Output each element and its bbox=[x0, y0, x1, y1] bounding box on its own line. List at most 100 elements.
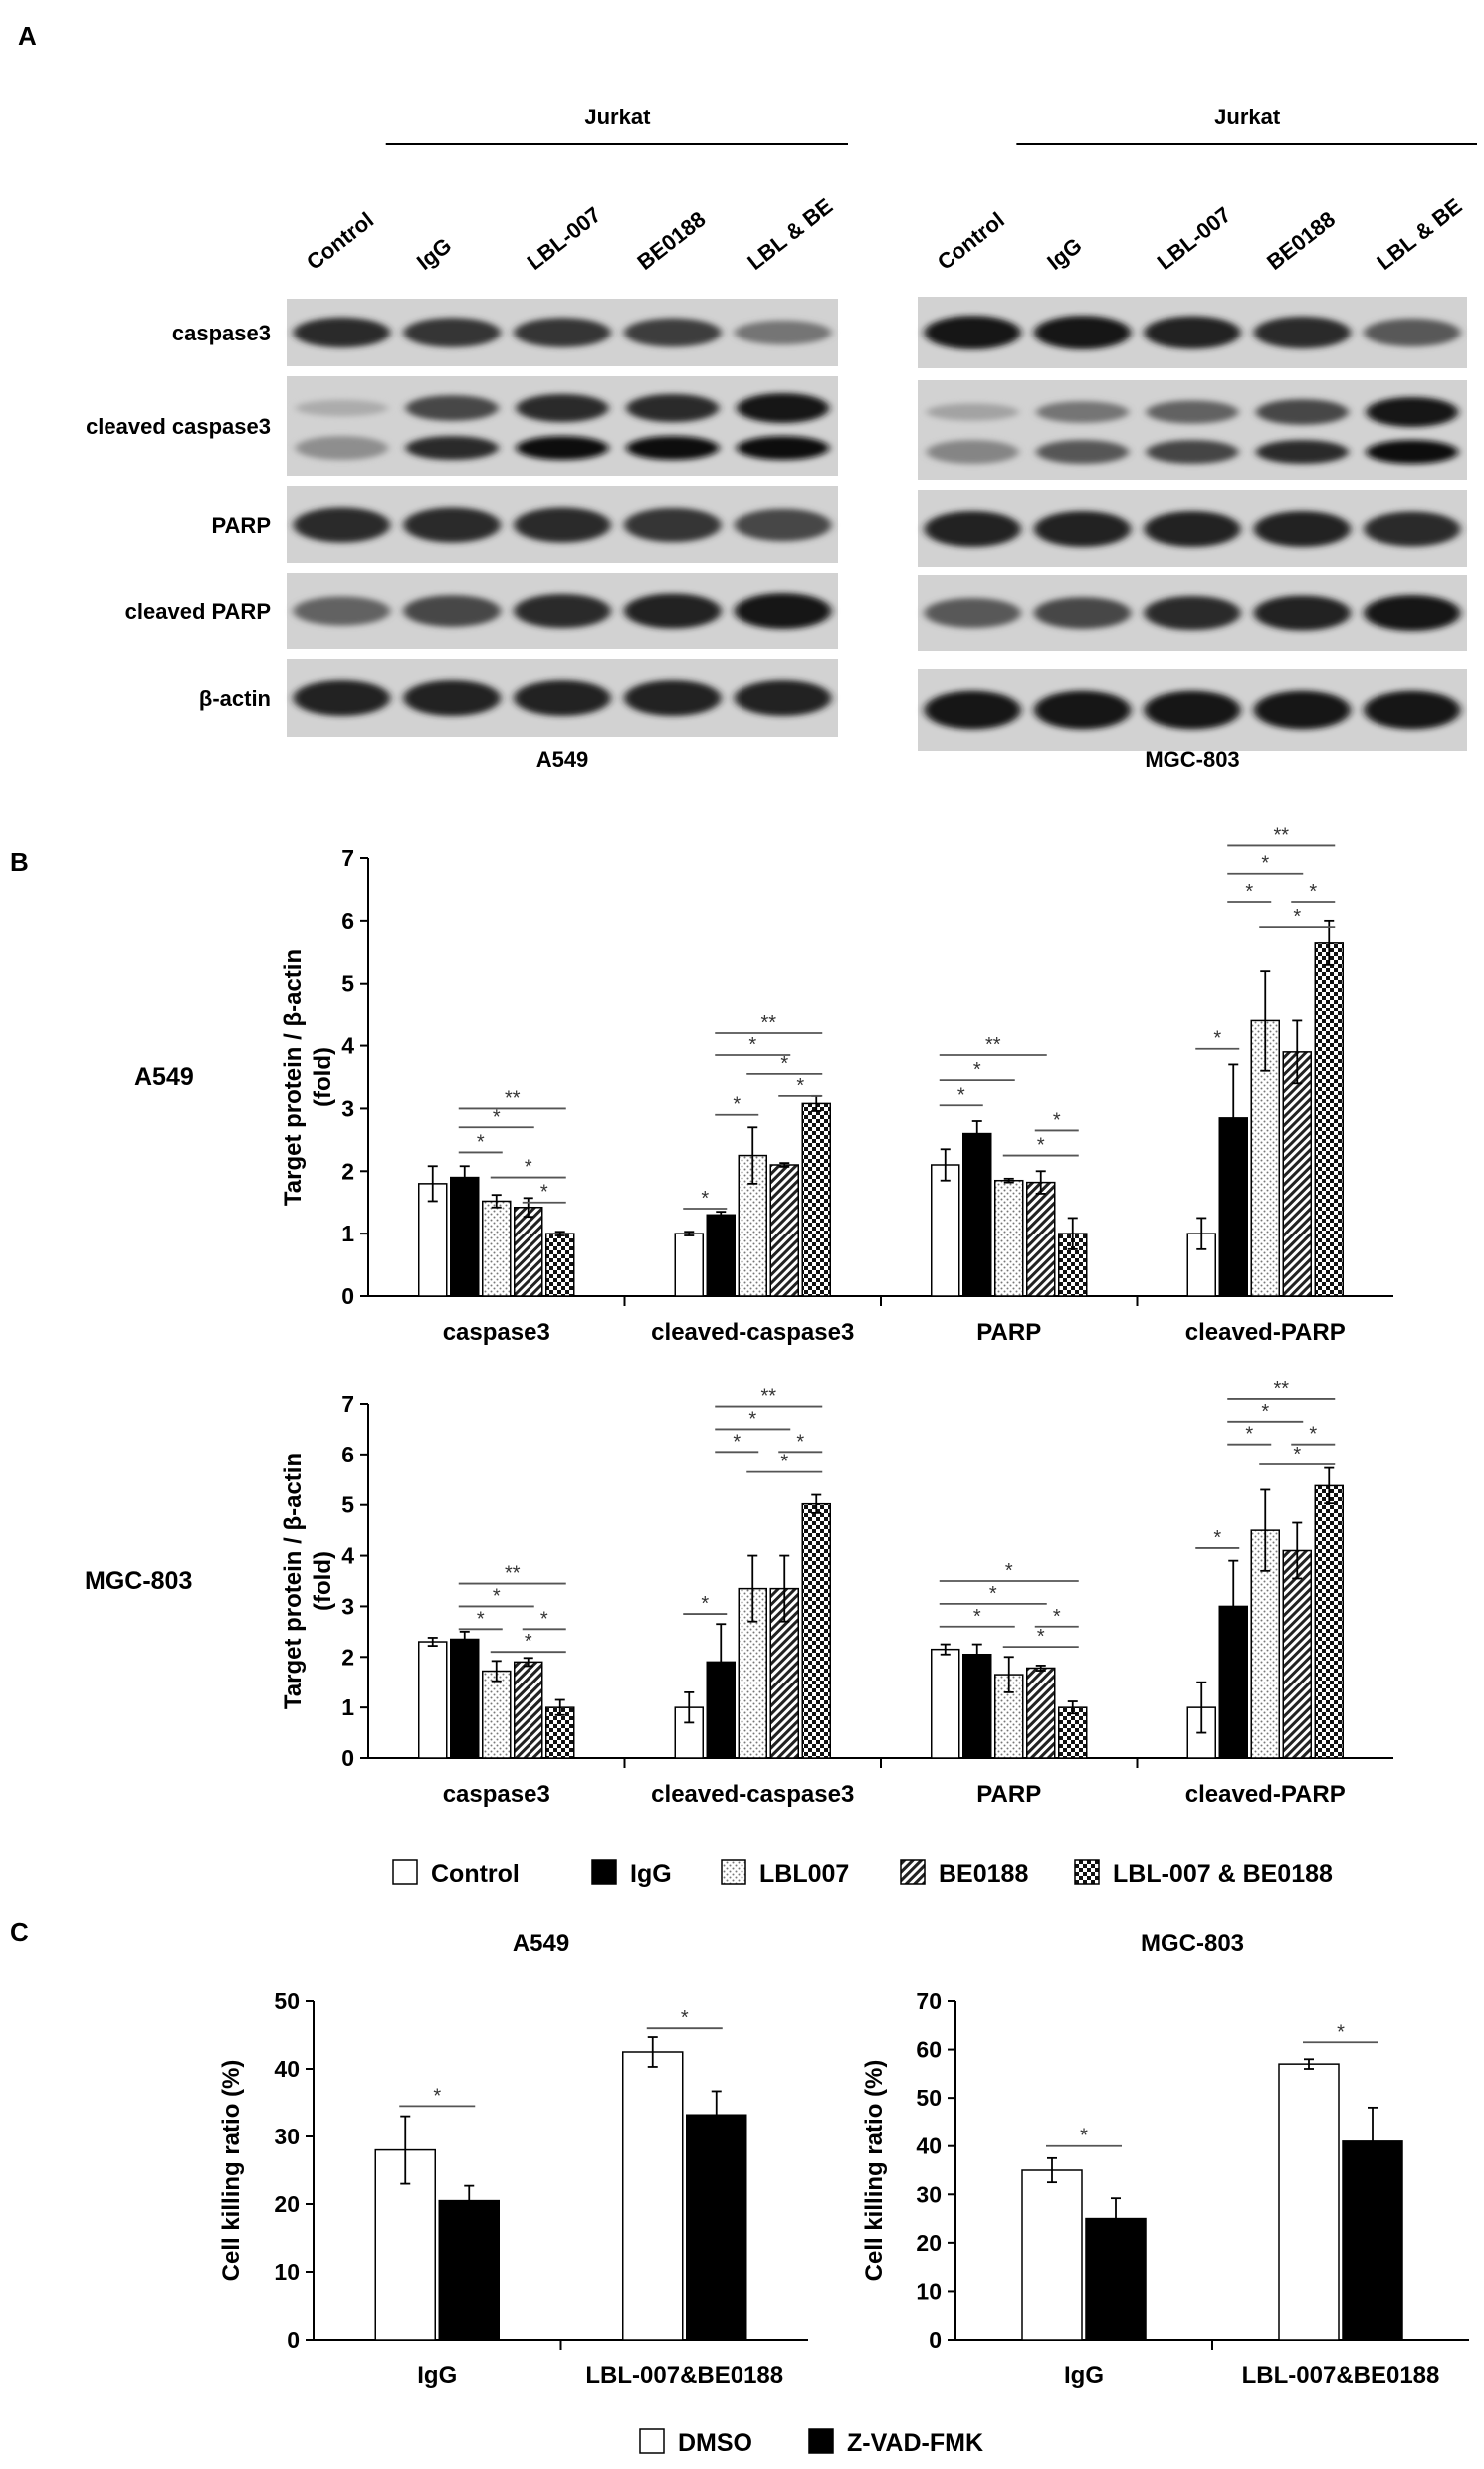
row-label: β-actin bbox=[199, 686, 271, 711]
bar-lbl-007-be0188 bbox=[1314, 942, 1344, 1297]
blot-cell-line-label: A549 bbox=[536, 747, 589, 772]
significance-label: * bbox=[540, 1182, 548, 1204]
lane-label: LBL-007 bbox=[523, 202, 606, 275]
band bbox=[403, 318, 501, 347]
jurkat-header: Jurkat bbox=[1214, 105, 1281, 129]
band bbox=[734, 679, 832, 717]
y-tick-label: 0 bbox=[929, 2327, 942, 2353]
row-label: cleaved PARP bbox=[125, 599, 271, 624]
band bbox=[1364, 511, 1461, 547]
y-axis-label-line: (fold) bbox=[310, 1047, 336, 1107]
y-axis-label-line: Target protein / β-actin bbox=[280, 949, 307, 1206]
bar-lbl-007-be0188 bbox=[801, 1102, 831, 1297]
bar-igg bbox=[450, 1638, 480, 1759]
band bbox=[1144, 316, 1241, 349]
chart-mgc803-cell-killing: 0 10 20 30 40 50 60 70 IgG LBL-007&BE0188 * * Cell k… bbox=[861, 1930, 1469, 2389]
lane-label: LBL-007 bbox=[1153, 202, 1236, 275]
bar-control bbox=[931, 1164, 960, 1297]
significance-label: * bbox=[701, 1593, 709, 1615]
significance-label: * bbox=[1261, 1401, 1269, 1423]
x-tick-label: IgG bbox=[1064, 2362, 1104, 2389]
significance-label: * bbox=[525, 1631, 532, 1653]
western-blot-a549: Jurkat Control IgG LBL-007 BE0188 LBL & BE cas… bbox=[86, 105, 848, 772]
significance-label: * bbox=[493, 1585, 501, 1607]
chart-a549-target-protein: 0 1 2 3 4 5 6 7 caspase3 cleaved-caspase3 PARP clea… bbox=[134, 824, 1393, 1346]
significance-label: * bbox=[1005, 1560, 1013, 1582]
bar-z-vad-fmk bbox=[438, 2199, 500, 2341]
significance-label: * bbox=[525, 1157, 532, 1179]
bar-lbl-007-be0188 bbox=[801, 1502, 831, 1759]
band bbox=[293, 596, 391, 626]
significance-label: * bbox=[477, 1608, 485, 1630]
lane-label: LBL & BE bbox=[1372, 193, 1466, 275]
band bbox=[516, 436, 609, 460]
band bbox=[624, 593, 722, 629]
y-tick-label: 70 bbox=[916, 1988, 942, 2014]
band bbox=[1034, 315, 1132, 350]
band bbox=[1364, 318, 1461, 347]
band bbox=[295, 399, 388, 417]
band bbox=[926, 403, 1019, 421]
y-tick-label: 2 bbox=[341, 1158, 354, 1184]
legend-label: DMSO bbox=[678, 2429, 752, 2457]
bar-be0188 bbox=[514, 1206, 543, 1297]
band bbox=[624, 318, 722, 347]
significance-label: * bbox=[477, 1131, 485, 1153]
western-blot-mgc803: Jurkat Control IgG LBL-007 BE0188 LBL & BE MGC… bbox=[918, 105, 1477, 772]
bar-lbl007 bbox=[482, 1670, 512, 1759]
legend-label: Control bbox=[431, 1860, 520, 1888]
significance-label: ** bbox=[760, 1386, 776, 1408]
y-tick-label: 3 bbox=[341, 1593, 354, 1619]
bar-dmso bbox=[622, 2051, 684, 2341]
band bbox=[514, 507, 611, 543]
band bbox=[293, 317, 391, 348]
significance-label: * bbox=[1245, 881, 1253, 903]
y-tick-label: 30 bbox=[274, 2124, 300, 2149]
y-tick-label: 6 bbox=[341, 1442, 354, 1467]
band bbox=[924, 510, 1021, 548]
band bbox=[293, 679, 391, 717]
significance-label: * bbox=[1309, 881, 1317, 903]
band bbox=[1253, 595, 1351, 631]
y-tick-label: 1 bbox=[341, 1221, 354, 1246]
significance-label: * bbox=[1293, 906, 1301, 928]
bar-dmso bbox=[1278, 2063, 1340, 2341]
significance-label: ** bbox=[985, 1034, 1001, 1056]
significance-label: * bbox=[748, 1408, 756, 1430]
band bbox=[1034, 597, 1132, 629]
significance-label: ** bbox=[505, 1563, 521, 1585]
row-label: caspase3 bbox=[172, 321, 271, 345]
x-tick-label: caspase3 bbox=[443, 1319, 550, 1346]
x-tick-label: cleaved-PARP bbox=[1185, 1319, 1346, 1346]
legend-panel-c: DMSO Z-VAD-FMK bbox=[639, 2428, 983, 2457]
band bbox=[1253, 690, 1351, 730]
y-tick-label: 0 bbox=[341, 1745, 354, 1771]
band bbox=[1144, 690, 1241, 730]
panel-label-b: B bbox=[10, 847, 29, 877]
x-tick-label: PARP bbox=[976, 1781, 1041, 1808]
significance-label: * bbox=[973, 1059, 981, 1081]
legend-swatch bbox=[1074, 1859, 1100, 1885]
band bbox=[924, 690, 1021, 730]
legend-swatch bbox=[721, 1859, 746, 1885]
bar-be0188 bbox=[514, 1661, 543, 1759]
band bbox=[1366, 440, 1459, 464]
bar-lbl-007-be0188 bbox=[545, 1233, 575, 1297]
band bbox=[624, 679, 722, 717]
chart-a549-cell-killing: 0 10 20 30 40 50 IgG LBL-007&BE0188 * * Cell killi… bbox=[218, 1930, 808, 2389]
y-tick-label: 4 bbox=[341, 1543, 354, 1569]
x-tick-label: IgG bbox=[417, 2362, 457, 2389]
legend-panel-b: Control IgG LBL007 BE0188 LBL-007 & BE0188 bbox=[392, 1859, 1333, 1888]
bar-be0188 bbox=[1282, 1051, 1312, 1297]
legend-label: BE0188 bbox=[939, 1860, 1028, 1888]
significance-label: * bbox=[1309, 1424, 1317, 1446]
y-tick-label: 40 bbox=[274, 2056, 300, 2082]
y-axis-label: Target protein / β-actin (fold) bbox=[280, 1453, 336, 1709]
y-tick-label: 7 bbox=[341, 1391, 354, 1417]
significance-label: * bbox=[1245, 1424, 1253, 1446]
bar-control bbox=[418, 1183, 448, 1297]
row-label: A549 bbox=[134, 1063, 194, 1091]
significance-label: * bbox=[1037, 1135, 1045, 1157]
y-tick-label: 20 bbox=[274, 2191, 300, 2217]
